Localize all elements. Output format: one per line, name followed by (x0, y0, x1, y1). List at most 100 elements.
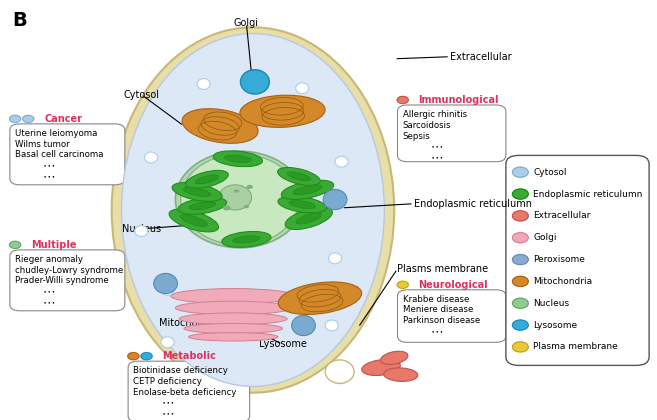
Ellipse shape (240, 95, 325, 127)
Ellipse shape (335, 156, 348, 167)
Ellipse shape (380, 351, 408, 365)
Text: Endoplasmic reticulumn: Endoplasmic reticulumn (414, 199, 532, 209)
Text: ⋯: ⋯ (430, 141, 443, 153)
Circle shape (512, 255, 528, 265)
Text: Plasma membrane: Plasma membrane (533, 342, 618, 352)
Circle shape (512, 298, 528, 308)
Text: Enolase-beta deficiency: Enolase-beta deficiency (133, 388, 237, 397)
Ellipse shape (362, 360, 400, 375)
Text: Wilms tumor: Wilms tumor (15, 139, 70, 149)
Ellipse shape (223, 205, 231, 210)
Text: chudley-Lowry syndrome: chudley-Lowry syndrome (15, 265, 124, 275)
Ellipse shape (292, 315, 315, 336)
Ellipse shape (169, 209, 219, 232)
Text: Multiple: Multiple (31, 240, 76, 250)
Ellipse shape (172, 183, 222, 201)
Text: Meniere disease: Meniere disease (403, 305, 473, 315)
Ellipse shape (183, 187, 211, 197)
Circle shape (512, 276, 528, 286)
Ellipse shape (122, 34, 384, 386)
Ellipse shape (384, 368, 418, 381)
Text: Allergic rhinitis: Allergic rhinitis (403, 110, 467, 119)
Ellipse shape (161, 284, 174, 295)
Text: Neurological: Neurological (419, 280, 488, 290)
Ellipse shape (179, 313, 287, 325)
Ellipse shape (323, 189, 347, 210)
Ellipse shape (180, 215, 208, 226)
Text: ⋯: ⋯ (430, 152, 443, 164)
Ellipse shape (171, 289, 296, 304)
Text: ⋯: ⋯ (43, 286, 56, 298)
Text: Sarcoidosis: Sarcoidosis (403, 121, 451, 130)
Circle shape (512, 342, 528, 352)
Ellipse shape (233, 236, 260, 243)
Ellipse shape (178, 197, 227, 214)
Circle shape (141, 352, 152, 360)
Circle shape (9, 115, 21, 122)
Text: Rieger anomaly: Rieger anomaly (15, 255, 83, 264)
Ellipse shape (296, 83, 309, 94)
Text: Immunological: Immunological (419, 95, 499, 105)
Text: Mitochondria: Mitochondria (159, 318, 222, 328)
Text: Cytosol: Cytosol (533, 168, 567, 177)
Text: Lysosome: Lysosome (533, 320, 578, 330)
Text: Plasms membrane: Plasms membrane (397, 264, 489, 274)
Ellipse shape (224, 155, 252, 163)
Text: Nucleus: Nucleus (122, 224, 161, 234)
Text: Endoplasmic reticulumn: Endoplasmic reticulumn (533, 189, 643, 199)
Text: Cancer: Cancer (44, 114, 82, 124)
Circle shape (22, 115, 34, 122)
Text: Basal cell carcinoma: Basal cell carcinoma (15, 150, 104, 160)
FancyBboxPatch shape (397, 105, 506, 162)
Ellipse shape (278, 196, 327, 213)
Circle shape (512, 189, 528, 199)
Ellipse shape (285, 207, 332, 229)
Text: Cytosol: Cytosol (124, 89, 159, 100)
Circle shape (512, 211, 528, 221)
Text: Lysosome: Lysosome (259, 339, 306, 349)
Ellipse shape (135, 226, 148, 236)
Text: ⋯: ⋯ (161, 397, 174, 410)
Text: Prader-Willi syndrome: Prader-Willi syndrome (15, 276, 109, 286)
Ellipse shape (325, 360, 354, 383)
Ellipse shape (246, 185, 253, 189)
Ellipse shape (197, 79, 210, 89)
Circle shape (397, 281, 408, 288)
Text: Sepsis: Sepsis (403, 131, 430, 141)
Text: CETP deficiency: CETP deficiency (133, 377, 202, 386)
FancyBboxPatch shape (10, 250, 125, 311)
Ellipse shape (219, 185, 252, 210)
Ellipse shape (145, 152, 158, 163)
FancyBboxPatch shape (397, 290, 506, 342)
Text: Golgi: Golgi (234, 18, 259, 28)
Text: Krabbe disease: Krabbe disease (403, 294, 469, 304)
Ellipse shape (213, 151, 263, 167)
Ellipse shape (189, 333, 278, 341)
Circle shape (9, 241, 21, 248)
Text: B: B (12, 10, 26, 29)
Text: Extracellular: Extracellular (533, 211, 591, 220)
Circle shape (512, 167, 528, 177)
Ellipse shape (184, 323, 283, 333)
Ellipse shape (175, 151, 304, 248)
Ellipse shape (244, 205, 249, 208)
Ellipse shape (189, 202, 215, 210)
Circle shape (397, 96, 408, 103)
Text: Nucleus: Nucleus (533, 299, 570, 308)
Ellipse shape (240, 70, 269, 94)
Text: Golgi: Golgi (533, 233, 557, 242)
Text: ⋯: ⋯ (43, 160, 56, 172)
Text: Peroxisome: Peroxisome (533, 255, 585, 264)
Text: Mitochondria: Mitochondria (533, 277, 593, 286)
FancyBboxPatch shape (506, 155, 649, 365)
Ellipse shape (328, 253, 342, 264)
Ellipse shape (289, 200, 315, 209)
Ellipse shape (287, 172, 311, 181)
Ellipse shape (221, 231, 271, 247)
Circle shape (512, 320, 528, 330)
Ellipse shape (112, 27, 394, 393)
Ellipse shape (277, 168, 321, 185)
Ellipse shape (154, 273, 177, 294)
Ellipse shape (325, 320, 338, 331)
Text: ⋯: ⋯ (430, 326, 443, 338)
